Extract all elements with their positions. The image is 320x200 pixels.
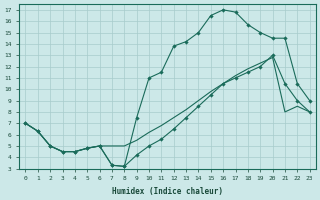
X-axis label: Humidex (Indice chaleur): Humidex (Indice chaleur): [112, 187, 223, 196]
